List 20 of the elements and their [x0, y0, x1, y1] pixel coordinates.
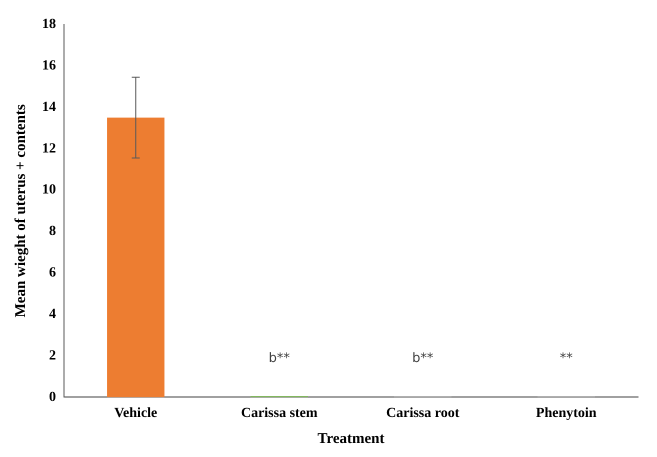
y-tick-label: 10 [42, 182, 56, 198]
x-tick-label: Carissa stem [240, 406, 318, 422]
y-tick-label: 14 [42, 100, 56, 115]
annotation: b** [412, 351, 434, 366]
y-axis-title: Mean wieght of uterus + contents [12, 104, 29, 318]
x-tick-label: Phenytoin [536, 406, 597, 422]
y-tick-label: 6 [49, 266, 56, 281]
x-axis-title: Treatment [318, 430, 384, 447]
x-tick-label: Carissa root [386, 406, 460, 422]
y-tick-label: 2 [49, 348, 56, 364]
x-tick-label: Vehicle [114, 406, 158, 422]
y-tick-label: 18 [42, 17, 56, 32]
y-tick-label: 4 [49, 306, 56, 322]
y-tick-label: 8 [49, 224, 56, 240]
annotation: b** [268, 351, 290, 366]
y-tick-label: 16 [42, 58, 56, 74]
annotation: ** [560, 351, 574, 366]
y-tick-label: 12 [42, 141, 56, 156]
y-tick-label: 0 [49, 390, 56, 405]
bar [107, 118, 164, 398]
